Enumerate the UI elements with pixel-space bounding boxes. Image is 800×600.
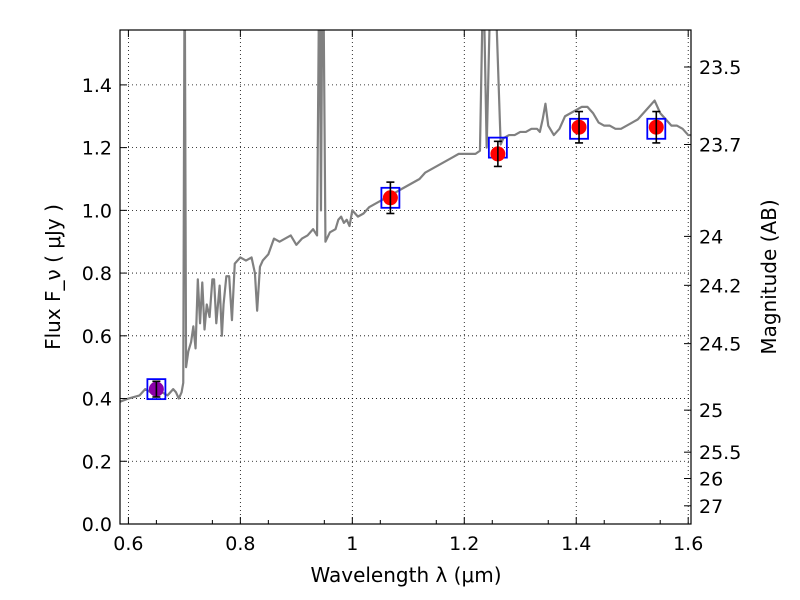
x-axis-label: Wavelength λ (μm)	[310, 563, 501, 587]
right-tick-label: 26	[699, 469, 723, 491]
right-axis-label: Magnitude (AB)	[757, 199, 781, 354]
right-tick-label: 25	[699, 400, 723, 422]
right-tick-label: 24.5	[699, 334, 741, 356]
spectrum-group	[120, 30, 691, 403]
right-tick-label: 24.2	[699, 275, 741, 297]
y-tick-label: 0.8	[82, 263, 112, 285]
x-tick-label: 0.6	[113, 533, 143, 555]
right-tick-label: 27	[699, 496, 723, 518]
plot-frame	[119, 29, 692, 525]
right-tick-label: 23.7	[699, 134, 741, 156]
x-tick-label: 1	[346, 533, 358, 555]
model-flux-box	[146, 378, 167, 401]
y-tick-label: 0.4	[82, 389, 112, 411]
grid	[120, 30, 691, 525]
y-tick-label: 1.2	[82, 138, 112, 160]
y-tick-label: 1.4	[82, 75, 112, 97]
axes: 0.6 0.8 1 1.2 1.4 1.6 0.0 0.2 0.4 0.6 0.8 1.0 1.2 1.4…	[82, 30, 741, 555]
photometry-group	[146, 110, 667, 401]
x-tick-label: 1.2	[449, 533, 479, 555]
y-axis-label: Flux F_ν ( μJy )	[41, 204, 65, 350]
y-tick-label: 1.0	[82, 200, 112, 222]
spectrum-line	[120, 30, 691, 403]
right-tick-label: 24	[699, 226, 723, 248]
x-tick-label: 0.8	[225, 533, 255, 555]
x-tick-label: 1.6	[673, 533, 703, 555]
y-tick-label: 0.2	[82, 451, 112, 473]
y-tick-label: 0.0	[82, 514, 112, 536]
x-tick-label: 1.4	[561, 533, 591, 555]
right-tick-label: 23.5	[699, 57, 741, 79]
right-tick-label: 25.5	[699, 442, 741, 464]
y-tick-label: 0.6	[82, 326, 112, 348]
